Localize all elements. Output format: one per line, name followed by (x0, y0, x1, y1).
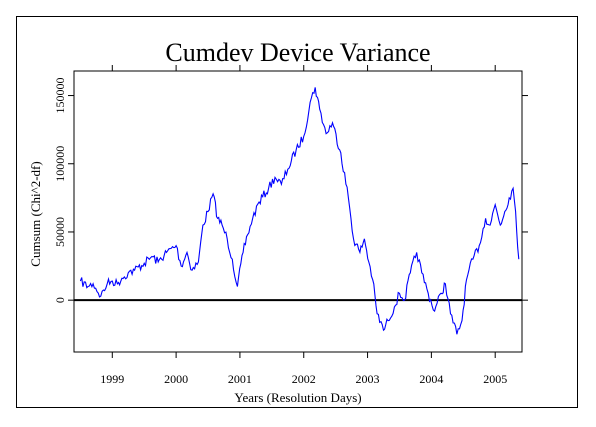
y-tick-label: 100000 (53, 146, 67, 182)
chart-title: Cumdev Device Variance (165, 38, 430, 67)
x-tick-label: 2002 (292, 372, 316, 386)
x-tick-label: 2001 (228, 372, 252, 386)
y-tick-label: 50000 (53, 217, 67, 247)
y-tick-label: 150000 (53, 78, 67, 114)
x-axis: 1999 2000 2001 2002 2003 2004 2005 (100, 65, 507, 386)
y-axis: 0 50000 100000 150000 (53, 78, 528, 303)
x-tick-label: 2000 (164, 372, 188, 386)
x-tick-label: 2005 (483, 372, 507, 386)
x-axis-label: Years (Resolution Days) (234, 390, 361, 405)
y-tick-label: 0 (53, 297, 67, 303)
x-tick-label: 2004 (419, 372, 443, 386)
plot-area-box (73, 70, 523, 353)
x-tick-label: 1999 (100, 372, 124, 386)
figure-border (16, 16, 578, 408)
series-line (79, 87, 520, 335)
x-tick-label: 2003 (356, 372, 380, 386)
y-axis-label: Cumsum (Chi^2-df) (28, 161, 43, 266)
